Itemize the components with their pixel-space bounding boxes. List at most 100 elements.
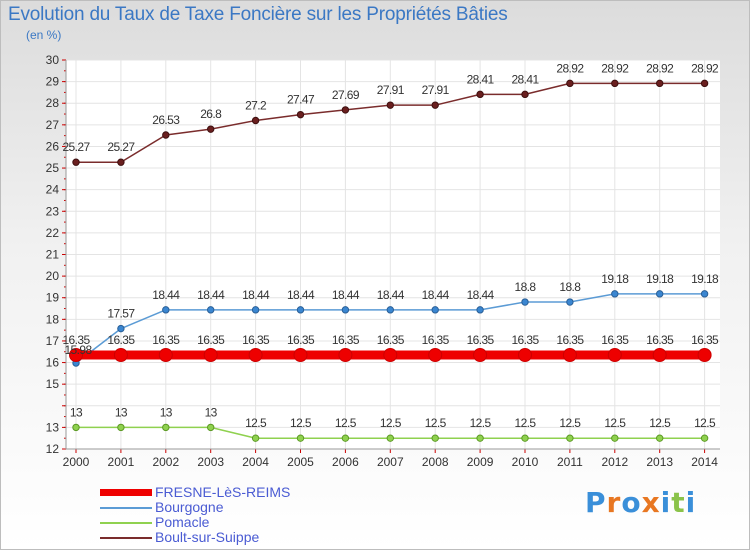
y-tick-label: 20 xyxy=(46,269,60,283)
data-label: 12.5 xyxy=(470,416,492,430)
data-label: 16.35 xyxy=(691,333,719,347)
data-label: 12.5 xyxy=(290,416,312,430)
y-tick-label: 22 xyxy=(46,226,60,240)
data-label: 16.35 xyxy=(511,333,539,347)
x-tick-label: 2009 xyxy=(467,455,494,469)
y-tick-label: 27 xyxy=(46,118,60,132)
unit-label: (en %) xyxy=(26,28,62,42)
data-label: 27.2 xyxy=(245,99,267,113)
legend-swatch-bourgogne xyxy=(100,507,152,509)
data-point xyxy=(518,347,532,362)
data-label: 16.35 xyxy=(107,333,135,347)
data-point xyxy=(656,290,664,298)
data-label: 16.35 xyxy=(332,333,360,347)
data-label: 25.27 xyxy=(107,140,135,154)
data-label: 16.35 xyxy=(377,333,405,347)
data-label: 25.27 xyxy=(62,140,90,154)
y-tick-label: 21 xyxy=(46,248,60,262)
data-label: 17.57 xyxy=(107,307,135,321)
data-point xyxy=(251,306,260,314)
data-point xyxy=(72,158,80,166)
data-point xyxy=(341,306,350,314)
data-point xyxy=(158,347,173,362)
data-label: 16.35 xyxy=(287,333,315,347)
data-point xyxy=(203,347,218,362)
data-label: 12.5 xyxy=(245,416,267,430)
data-point xyxy=(611,434,619,442)
data-label: 28.92 xyxy=(556,61,584,75)
x-tick-label: 2001 xyxy=(108,455,135,469)
data-point xyxy=(521,90,529,99)
data-point xyxy=(700,79,709,88)
data-label: 15.98 xyxy=(64,343,92,357)
data-label: 28.92 xyxy=(691,61,719,75)
data-point xyxy=(656,79,664,88)
data-label: 18.44 xyxy=(422,288,450,302)
data-label: 27.91 xyxy=(422,83,450,97)
x-tick-label: 2012 xyxy=(601,455,628,469)
data-point xyxy=(386,306,394,314)
y-tick-label: 24 xyxy=(46,183,60,197)
chart-title: Evolution du Taux de Taxe Foncière sur l… xyxy=(8,4,508,25)
data-point xyxy=(431,306,439,314)
y-tick-label: 26 xyxy=(46,139,60,153)
data-point xyxy=(697,347,712,362)
data-label: 12.5 xyxy=(515,416,537,430)
data-point xyxy=(652,347,667,362)
data-label: 13 xyxy=(160,405,173,419)
data-point xyxy=(117,324,125,333)
data-label: 16.35 xyxy=(197,333,225,347)
logo-letter: i xyxy=(660,486,672,519)
data-label: 27.91 xyxy=(377,83,405,97)
data-point xyxy=(386,101,394,109)
data-label: 12.5 xyxy=(604,416,626,430)
data-point xyxy=(207,423,215,432)
legend-swatch-boult xyxy=(100,537,152,539)
data-point xyxy=(162,423,170,432)
data-point xyxy=(476,90,484,99)
data-point xyxy=(476,434,484,442)
data-point xyxy=(521,298,529,306)
data-point xyxy=(117,158,125,166)
data-label: 28.92 xyxy=(601,61,629,75)
proxiti-logo: Proxiti xyxy=(585,486,696,519)
x-tick-label: 2007 xyxy=(377,455,404,469)
y-tick-label: 29 xyxy=(46,75,60,89)
data-point xyxy=(521,434,529,442)
data-label: 18.44 xyxy=(197,288,225,302)
y-tick-label: 17 xyxy=(46,334,60,348)
data-point xyxy=(341,106,350,114)
x-tick-label: 2003 xyxy=(197,455,224,469)
x-tick-label: 2014 xyxy=(691,455,718,469)
data-point xyxy=(611,79,619,88)
data-label: 12.5 xyxy=(380,416,402,430)
data-point xyxy=(566,79,574,88)
data-point xyxy=(700,290,709,298)
data-label: 19.18 xyxy=(691,272,719,286)
y-tick-label: 30 xyxy=(46,53,60,67)
data-point xyxy=(296,110,305,119)
data-point xyxy=(700,434,709,442)
x-tick-label: 2011 xyxy=(557,455,583,469)
data-label: 18.44 xyxy=(152,288,180,302)
data-label: 26.53 xyxy=(152,113,180,127)
y-tick-label: 12 xyxy=(46,442,60,456)
data-label: 12.5 xyxy=(694,416,716,430)
data-label: 18.8 xyxy=(515,280,537,294)
data-point xyxy=(431,434,439,442)
x-tick-label: 2008 xyxy=(422,455,449,469)
data-point xyxy=(611,290,619,298)
data-label: 18.8 xyxy=(559,280,581,294)
logo-letter: t xyxy=(671,486,686,519)
data-label: 26.8 xyxy=(200,107,222,121)
data-label: 16.35 xyxy=(242,333,270,347)
data-label: 16.35 xyxy=(601,333,629,347)
data-label: 12.5 xyxy=(649,416,671,430)
data-label: 19.18 xyxy=(601,272,629,286)
data-label: 12.5 xyxy=(559,416,581,430)
data-point xyxy=(117,423,125,432)
data-label: 16.35 xyxy=(467,333,495,347)
data-point xyxy=(296,434,305,442)
data-label: 12.5 xyxy=(335,416,357,430)
data-point xyxy=(476,306,484,314)
